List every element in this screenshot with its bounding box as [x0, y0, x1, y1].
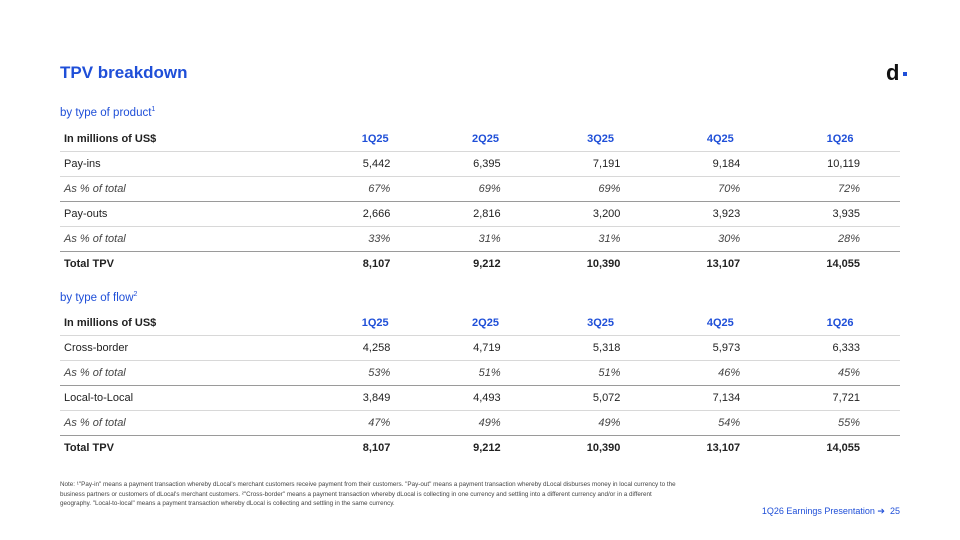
row-label: Local-to-Local — [60, 385, 320, 411]
cell: 3,935 — [780, 201, 900, 227]
cell: 10,119 — [780, 151, 900, 177]
cell: 45% — [780, 360, 900, 386]
cell: 4,258 — [320, 335, 431, 361]
cell: 7,191 — [540, 151, 661, 177]
cell: 9,184 — [660, 151, 781, 177]
footnote: Note: ¹"Pay-in" means a payment transact… — [60, 481, 676, 507]
cell: 28% — [780, 226, 900, 252]
table-row-total: Total TPV 8,107 9,212 10,390 13,107 14,0… — [60, 436, 900, 461]
cell: 46% — [660, 360, 781, 386]
cell: 72% — [780, 176, 900, 202]
cell: 33% — [320, 226, 431, 252]
cell: 5,973 — [660, 335, 781, 361]
dlocal-logo: d — [886, 60, 908, 86]
table-by-flow: In millions of US$ 1Q25 2Q25 3Q25 4Q25 1… — [60, 311, 900, 460]
row-label: Total TPV — [64, 442, 114, 454]
cell: 49% — [540, 410, 661, 436]
row-label: As % of total — [60, 226, 320, 252]
cell: 70% — [660, 176, 781, 202]
cell: 55% — [780, 410, 900, 436]
row-label: Pay-outs — [60, 201, 320, 227]
row-label: As % of total — [60, 176, 320, 202]
table-by-product: In millions of US$ 1Q25 2Q25 3Q25 4Q25 1… — [60, 127, 900, 276]
cell: 69% — [430, 176, 541, 202]
cell: 2,666 — [320, 201, 431, 227]
cell: 2,816 — [430, 201, 541, 227]
column-header-1q25: 1Q25 — [320, 127, 431, 152]
row-label: Pay-ins — [60, 151, 320, 177]
column-header-3q25: 3Q25 — [540, 127, 661, 152]
table-row: As % of total 33% 31% 31% 30% 28% — [60, 226, 900, 252]
cell: 5,442 — [320, 151, 431, 177]
table-row: Pay-outs 2,666 2,816 3,200 3,923 3,935 — [60, 201, 900, 227]
cell: 53% — [320, 360, 431, 386]
footer-title: 1Q26 Earnings Presentation ➔ — [761, 506, 885, 516]
cell: 6,395 — [430, 151, 541, 177]
column-header-label: In millions of US$ — [60, 127, 320, 152]
column-header-label: In millions of US$ — [60, 311, 320, 336]
row-label: Total TPV — [64, 258, 114, 270]
cell: 13,107 — [706, 258, 741, 270]
cell: 8,107 — [362, 442, 391, 454]
cell: 5,072 — [540, 385, 661, 411]
table-row: As % of total 47% 49% 49% 54% 55% — [60, 410, 900, 436]
cell: 4,493 — [430, 385, 541, 411]
cell: 51% — [540, 360, 661, 386]
section-title-flow: by type of flow2 — [60, 291, 138, 304]
row-label: Cross-border — [60, 335, 320, 361]
cell: 54% — [660, 410, 781, 436]
cell: 10,390 — [586, 442, 621, 454]
row-label: As % of total — [60, 410, 320, 436]
column-header-4q25: 4Q25 — [660, 311, 781, 336]
cell: 6,333 — [780, 335, 900, 361]
column-header-2q25: 2Q25 — [430, 311, 541, 336]
cell: 8,107 — [362, 258, 391, 270]
table-row: Local-to-Local 3,849 4,493 5,072 7,134 7… — [60, 385, 900, 411]
table-row-total: Total TPV 8,107 9,212 10,390 13,107 14,0… — [60, 252, 900, 277]
footer: 1Q26 Earnings Presentation ➔ 25 — [762, 506, 900, 517]
column-header-1q26: 1Q26 — [780, 127, 900, 152]
cell: 51% — [430, 360, 541, 386]
cell: 30% — [660, 226, 781, 252]
table-row: As % of total 53% 51% 51% 46% 45% — [60, 360, 900, 386]
cell: 69% — [540, 176, 661, 202]
cell: 14,055 — [826, 258, 860, 270]
cell: 7,721 — [780, 385, 900, 411]
column-header-1q26: 1Q26 — [780, 311, 900, 336]
cell: 13,107 — [706, 442, 741, 454]
cell: 31% — [540, 226, 661, 252]
cell: 10,390 — [586, 258, 621, 270]
column-header-2q25: 2Q25 — [430, 127, 541, 152]
cell: 3,849 — [320, 385, 431, 411]
table-row: Pay-ins 5,442 6,395 7,191 9,184 10,119 — [60, 151, 900, 177]
cell: 3,923 — [660, 201, 781, 227]
section-title-product: by type of product1 — [60, 106, 156, 119]
column-header-4q25: 4Q25 — [660, 127, 781, 152]
table-row: Cross-border 4,258 4,719 5,318 5,973 6,3… — [60, 335, 900, 361]
table-row: As % of total 67% 69% 69% 70% 72% — [60, 176, 900, 202]
cell: 4,719 — [430, 335, 541, 361]
column-header-1q25: 1Q25 — [320, 311, 431, 336]
page-title: TPV breakdown — [60, 63, 188, 82]
cell: 14,055 — [826, 442, 860, 454]
column-header-3q25: 3Q25 — [540, 311, 661, 336]
cell: 67% — [320, 176, 431, 202]
row-label: As % of total — [60, 360, 320, 386]
cell: 31% — [430, 226, 541, 252]
cell: 9,212 — [473, 442, 501, 454]
cell: 5,318 — [540, 335, 661, 361]
cell: 47% — [320, 410, 431, 436]
cell: 9,212 — [473, 258, 501, 270]
page-number: 25 — [889, 506, 900, 516]
cell: 49% — [430, 410, 541, 436]
cell: 7,134 — [660, 385, 781, 411]
cell: 3,200 — [540, 201, 661, 227]
